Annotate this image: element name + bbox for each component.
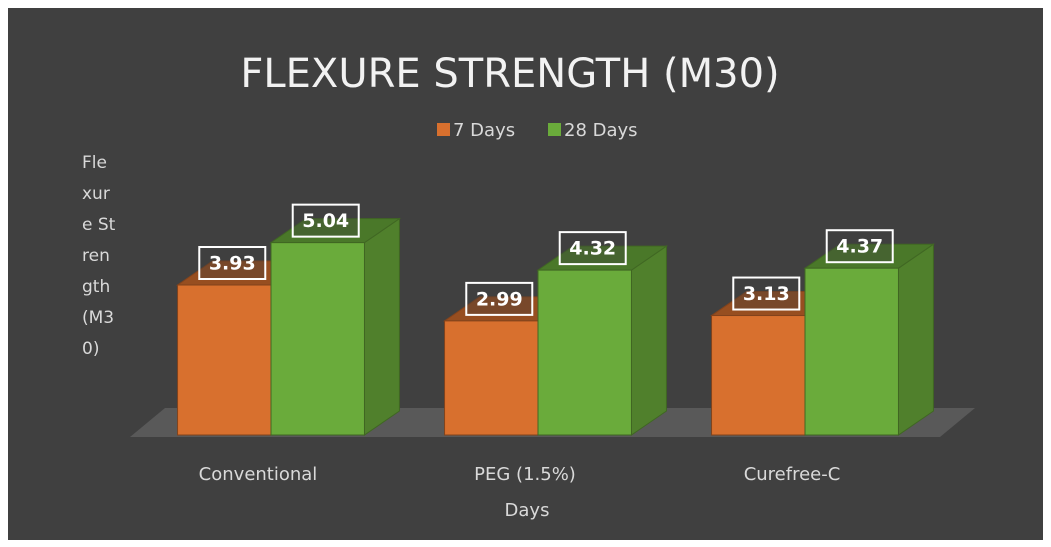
x-tick-label: Curefree-C xyxy=(744,464,841,485)
data-label-box xyxy=(825,229,894,264)
bar xyxy=(804,267,899,436)
data-label-box xyxy=(558,231,627,266)
data-label: 4.37 xyxy=(836,236,883,258)
legend-swatch xyxy=(548,123,561,136)
data-label: 5.04 xyxy=(302,210,349,232)
y-axis-title: Flexure Strength (M30) xyxy=(82,153,116,359)
legend-label: 7 Days xyxy=(453,120,515,141)
data-label: 2.99 xyxy=(476,288,523,310)
bar-side xyxy=(630,245,667,436)
bar xyxy=(177,284,272,436)
data-label: 3.93 xyxy=(209,253,256,275)
bar xyxy=(537,269,632,436)
x-tick-label: Conventional xyxy=(199,464,318,485)
bar xyxy=(444,320,539,436)
legend-swatch xyxy=(437,123,450,136)
bar-side xyxy=(897,243,934,436)
data-label-box xyxy=(465,281,534,316)
bar xyxy=(270,242,365,436)
data-label-box xyxy=(732,276,801,311)
x-axis-title: Days xyxy=(505,500,550,521)
data-label: 3.13 xyxy=(743,283,790,305)
chart-title: FLEXURE STRENGTH (M30) xyxy=(240,51,779,97)
data-label: 4.32 xyxy=(569,238,616,260)
x-tick-label: PEG (1.5%) xyxy=(474,464,576,485)
bar-side xyxy=(363,217,400,436)
legend-label: 28 Days xyxy=(564,120,638,141)
bar xyxy=(711,315,806,436)
data-label-box xyxy=(291,203,360,238)
data-label-box xyxy=(198,246,267,281)
